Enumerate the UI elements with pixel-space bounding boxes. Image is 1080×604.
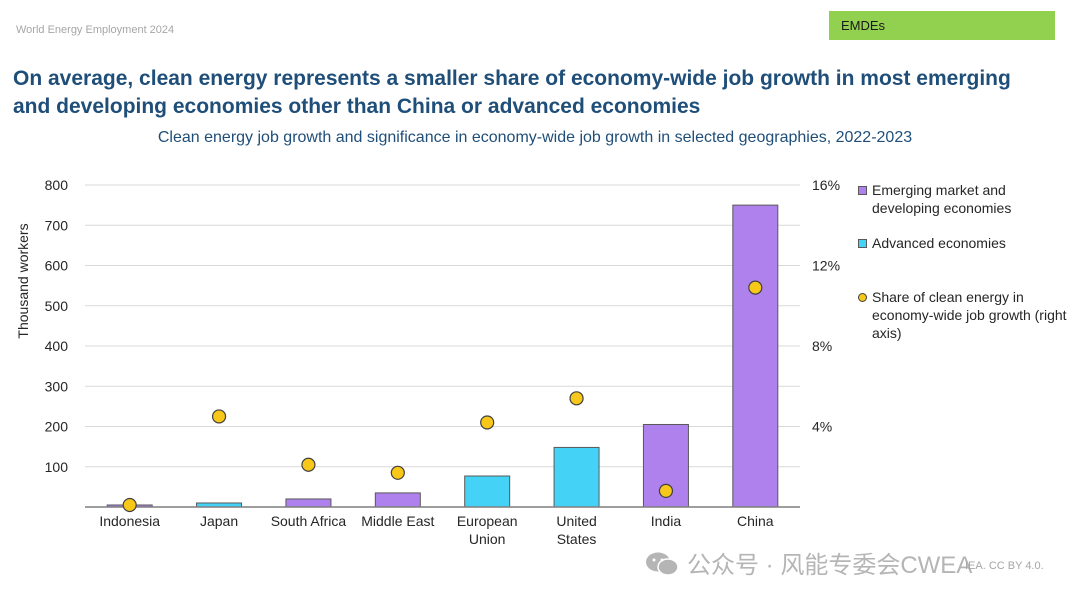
- y-tick-label: 200: [45, 419, 69, 435]
- legend-label-share: Share of clean energy in economy-wide jo…: [872, 289, 1067, 341]
- bar: [732, 204, 779, 508]
- x-tick-label: South Africa: [271, 513, 347, 529]
- y-tick-label: 100: [45, 459, 69, 475]
- credit: IEA. CC BY 4.0.: [965, 560, 1044, 572]
- x-tick-label: States: [557, 531, 597, 547]
- y2-tick-label: 8%: [812, 338, 832, 354]
- legend-item-share: Share of clean energy in economy-wide jo…: [858, 288, 1073, 342]
- x-tick-label: India: [651, 513, 682, 529]
- y-axis-title: Thousand workers: [15, 223, 31, 338]
- share-marker: [658, 483, 674, 498]
- y-tick-label: 300: [45, 378, 69, 394]
- share-marker: [301, 457, 316, 472]
- x-tick-label: Japan: [200, 513, 238, 529]
- watermark: 公众号 · 风能专委会CWEA: [645, 545, 972, 580]
- x-tick-label: United: [556, 513, 596, 529]
- x-tick-label: Union: [469, 531, 506, 547]
- legend-item-emde: Emerging market and developing economies: [858, 181, 1073, 217]
- share-marker: [480, 415, 495, 430]
- report-name: World Energy Employment 2024: [16, 24, 175, 36]
- wechat-icon: [646, 552, 679, 576]
- y-tick-label: 800: [45, 177, 69, 193]
- share-marker: [390, 465, 405, 480]
- y-tick-label: 500: [45, 298, 69, 314]
- share-marker: [748, 280, 763, 295]
- y-tick-label: 700: [45, 217, 69, 233]
- bar: [464, 475, 511, 508]
- legend-label-adv: Advanced economies: [872, 235, 1006, 251]
- x-tick-label: Middle East: [361, 513, 434, 529]
- bar: [553, 446, 600, 508]
- bar: [285, 498, 332, 508]
- legend-label-emde: Emerging market and developing economies: [872, 182, 1012, 216]
- x-tick-label: Indonesia: [99, 513, 160, 529]
- headline: On average, clean energy represents a sm…: [13, 67, 1011, 118]
- bar: [374, 492, 421, 508]
- watermark-text: 公众号 · 风能专委会CWEA: [687, 552, 973, 579]
- chart-title: Clean energy job growth and significance…: [157, 129, 913, 146]
- y2-tick-label: 16%: [812, 177, 840, 193]
- legend-swatch-emde: [858, 186, 867, 195]
- legend-swatch-adv: [858, 239, 867, 248]
- x-tick-label: European: [457, 513, 518, 529]
- legend: Emerging market and developing economies…: [858, 181, 1073, 342]
- x-tick-label: China: [737, 513, 774, 529]
- share-marker: [211, 409, 227, 424]
- y2-tick-label: 4%: [812, 419, 832, 435]
- region-badge: EMDEs: [829, 11, 1055, 40]
- legend-swatch-share: [858, 293, 867, 302]
- share-marker: [569, 391, 584, 406]
- legend-item-adv: Advanced economies: [858, 234, 1073, 252]
- y-tick-label: 600: [45, 258, 69, 274]
- y-tick-label: 400: [45, 338, 69, 354]
- bar-chart: 100 200 300 400 500 600 700 800 4% 8% 12% 16% Thousa…: [15, 177, 840, 547]
- share-marker: [122, 497, 137, 513]
- y2-tick-label: 12%: [812, 258, 840, 274]
